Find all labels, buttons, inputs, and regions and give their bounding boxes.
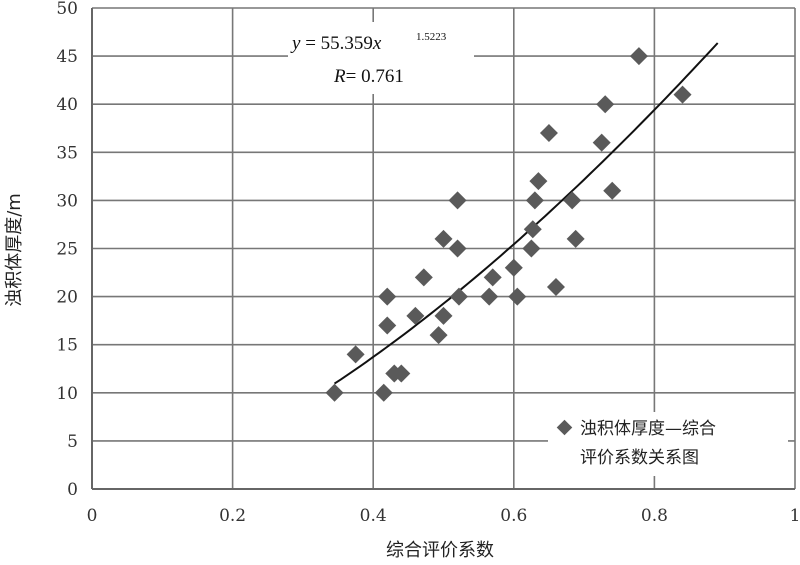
data-point <box>525 191 544 210</box>
data-point <box>378 316 397 335</box>
data-point <box>546 277 565 296</box>
y-tick-label: 35 <box>56 143 78 163</box>
data-point <box>434 306 453 325</box>
data-point <box>448 191 467 210</box>
trendline <box>333 42 719 385</box>
data-point <box>596 95 615 114</box>
x-tick-label: 0.4 <box>360 506 387 526</box>
data-point <box>529 172 548 191</box>
data-point <box>378 287 397 306</box>
x-tick-label: 0 <box>87 506 98 526</box>
r-value-text: R= 0.761 <box>333 66 404 87</box>
data-point <box>539 124 558 143</box>
data-point <box>374 383 393 402</box>
y-tick-label: 45 <box>56 47 78 67</box>
data-point <box>406 306 425 325</box>
y-tick-label: 25 <box>56 240 78 260</box>
trendline-group <box>333 42 719 385</box>
data-point <box>523 220 542 239</box>
x-axis-title: 综合评价系数 <box>386 540 494 561</box>
y-tick-label: 50 <box>56 0 78 19</box>
y-tick-label: 20 <box>56 288 78 308</box>
data-point <box>448 239 467 258</box>
equation-annotation: y = 55.359x 1.5223 R= 0.761 <box>288 22 474 94</box>
data-point <box>414 268 433 287</box>
data-point <box>392 364 411 383</box>
x-tick-label: 0.2 <box>219 506 246 526</box>
data-point <box>346 345 365 364</box>
y-tick-label: 10 <box>56 384 78 404</box>
data-points <box>325 47 692 402</box>
y-tick-label: 0 <box>67 480 78 500</box>
legend-label-line1: 浊积体厚度—综合 <box>580 419 716 439</box>
data-point <box>449 287 468 306</box>
annotation-background <box>288 22 474 94</box>
data-point <box>592 133 611 152</box>
y-tick-labels: 0 5 10 15 20 25 30 35 40 45 50 <box>56 0 78 500</box>
legend-label-line2: 评价系数关系图 <box>580 448 699 468</box>
data-point <box>629 47 648 66</box>
data-point <box>504 258 523 277</box>
data-point <box>603 181 622 200</box>
data-point <box>325 383 344 402</box>
equation-exponent: 1.5223 <box>416 31 447 43</box>
y-tick-label: 15 <box>56 336 78 356</box>
x-tick-label: 0.6 <box>500 506 527 526</box>
data-point <box>480 287 499 306</box>
y-tick-label: 5 <box>67 432 78 452</box>
data-point <box>508 287 527 306</box>
legend: 浊积体厚度—综合 评价系数关系图 <box>548 412 788 476</box>
data-point <box>522 239 541 258</box>
y-tick-label: 30 <box>56 191 78 211</box>
legend-background <box>548 412 788 476</box>
data-point <box>673 85 692 104</box>
x-tick-label: 0.8 <box>641 506 668 526</box>
x-tick-labels: 0 0.2 0.4 0.6 0.8 1 <box>87 506 800 526</box>
y-tick-label: 40 <box>56 95 78 115</box>
axes <box>91 8 795 490</box>
equation-text: y = 55.359x <box>290 33 382 54</box>
data-point <box>566 229 585 248</box>
x-tick-label: 1 <box>790 506 800 526</box>
y-axis-title: 浊积体厚度/m <box>4 193 25 307</box>
data-point <box>429 326 448 345</box>
data-point <box>434 229 453 248</box>
data-point <box>563 191 582 210</box>
data-point <box>483 268 502 287</box>
